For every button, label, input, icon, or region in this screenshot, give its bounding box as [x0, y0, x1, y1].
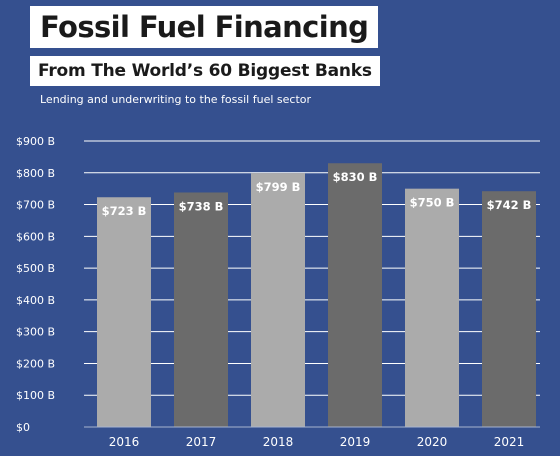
y-tick-label: $400 B: [16, 294, 55, 307]
y-tick-label: $300 B: [16, 326, 55, 339]
y-tick-label: $200 B: [16, 357, 55, 370]
chart-caption: Lending and underwriting to the fossil f…: [40, 93, 312, 106]
subtitle-box: From The World’s 60 Biggest Banks: [30, 56, 380, 86]
y-tick-label: $900 B: [16, 135, 55, 148]
title-box: Fossil Fuel Financing: [30, 6, 379, 48]
y-tick-label: $800 B: [16, 167, 55, 180]
data-label: $738 B: [179, 199, 224, 213]
data-label: $750 B: [410, 196, 455, 210]
chart-title: Fossil Fuel Financing: [40, 10, 369, 44]
chart-subtitle: From The World’s 60 Biggest Banks: [38, 61, 372, 81]
bar: [97, 197, 151, 427]
bar: [251, 173, 305, 427]
x-tick-label: 2016: [109, 435, 140, 449]
x-tick-label: 2021: [494, 435, 525, 449]
x-tick-label: 2017: [186, 435, 217, 449]
data-label: $742 B: [487, 198, 532, 212]
x-tick-label: 2020: [417, 435, 448, 449]
y-tick-label: $600 B: [16, 230, 55, 243]
data-label: $830 B: [333, 170, 378, 184]
data-label: $799 B: [256, 180, 301, 194]
bar: [405, 188, 459, 427]
y-tick-label: $100 B: [16, 389, 55, 402]
y-tick-label: $500 B: [16, 262, 55, 275]
bar: [328, 163, 382, 427]
y-tick-label: $0: [16, 421, 30, 434]
x-tick-label: 2019: [340, 435, 371, 449]
data-label: $723 B: [102, 204, 147, 218]
y-tick-label: $700 B: [16, 199, 55, 212]
x-tick-label: 2018: [263, 435, 294, 449]
bar: [174, 192, 228, 427]
bar: [482, 191, 536, 427]
